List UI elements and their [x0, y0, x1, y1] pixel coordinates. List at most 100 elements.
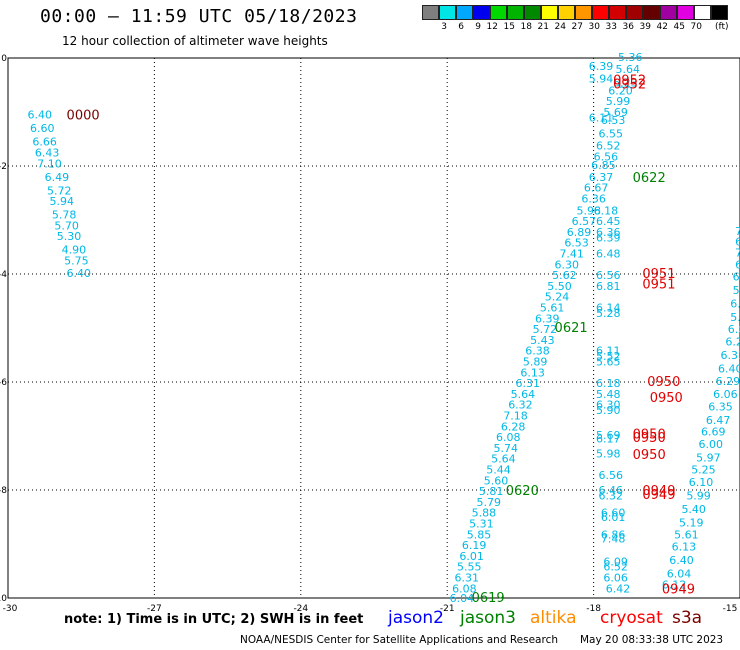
- legend-label: 36: [622, 22, 634, 32]
- wave-height-value: 6.08: [452, 582, 477, 595]
- satellite-jason3: jason3: [460, 608, 516, 628]
- wave-height-value: 6.20: [608, 84, 633, 97]
- wave-height-value: 5.79: [476, 496, 501, 509]
- wave-height-value: 6.57: [572, 215, 597, 228]
- wave-height-value: 5.31: [469, 517, 494, 530]
- legend-swatch: [456, 5, 473, 20]
- legend-swatch: [473, 5, 490, 20]
- wave-height-value: 5.69: [603, 106, 628, 119]
- color-legend: [422, 5, 728, 20]
- wave-height-value: 6.53: [601, 114, 626, 127]
- legend-label: 6: [458, 22, 464, 32]
- wave-height-value: 6.43: [35, 147, 60, 160]
- pass-time-label: 0950: [633, 448, 666, 463]
- wave-height-value: 6.56: [598, 469, 623, 482]
- wave-height-value: 7.41: [559, 247, 584, 260]
- wave-height-value: 6.28: [501, 420, 526, 433]
- wave-height-value: 6.11: [589, 111, 614, 124]
- wave-height-value: 6.38: [525, 345, 550, 358]
- wave-height-value: 6: [735, 236, 740, 249]
- legend-swatch: [490, 5, 507, 20]
- wave-height-value: 6.52: [603, 561, 628, 574]
- wave-height-value: 6.31: [720, 349, 740, 362]
- wave-height-value: 6.40: [67, 267, 92, 280]
- legend-label: 21: [537, 22, 549, 32]
- satellite-s3a: s3a: [672, 608, 703, 628]
- credit-text: NOAA/NESDIS Center for Satellite Applica…: [240, 634, 558, 646]
- legend-swatch: [660, 5, 677, 20]
- wave-height-value: 6.04: [667, 568, 692, 581]
- wave-height-value: 6.39: [596, 231, 621, 244]
- wave-height-value: 6.13: [520, 366, 545, 379]
- wave-height-value: 5.19: [679, 516, 704, 529]
- wave-height-value: 5.65: [596, 355, 621, 368]
- legend-swatch: [643, 5, 660, 20]
- wave-height-value: 6.63: [728, 323, 740, 336]
- wave-height-value: 5.43: [530, 334, 555, 347]
- y-tick-label: -6: [0, 378, 7, 388]
- wave-height-value: 6.36: [581, 192, 606, 205]
- wave-height-value: 6.13: [672, 541, 697, 554]
- plot-frame: [7, 57, 740, 599]
- wave-height-value: 5.72: [533, 323, 558, 336]
- wave-height-value: 6.86: [601, 528, 626, 541]
- wave-height-value: 5.60: [484, 474, 509, 487]
- satellite-altika: altika: [530, 608, 577, 628]
- legend-label: 18: [520, 22, 532, 32]
- generated-date: May 20 08:33:38 UTC 2023: [580, 634, 724, 646]
- wave-height-value: 6.60: [30, 122, 55, 135]
- pass-time-label: 0000: [67, 109, 100, 124]
- wave-height-value: 6.39: [535, 312, 560, 325]
- wave-height-value: 6.01: [459, 550, 484, 563]
- y-tick-label: -10: [0, 594, 7, 604]
- wave-height-value: 5.25: [691, 463, 716, 476]
- wave-height-value: 5.72: [730, 311, 740, 324]
- wave-height-value: 6.18: [596, 377, 621, 390]
- wave-height-value: 6.24: [725, 336, 740, 349]
- wave-height-value: 6.08: [496, 431, 521, 444]
- legend-swatch: [592, 5, 609, 20]
- legend-swatch: [677, 5, 694, 20]
- legend-swatch: [626, 5, 643, 20]
- y-tick-label: -2: [0, 162, 7, 172]
- pass-time-label: 0950: [633, 431, 666, 446]
- pass-time-label: 0949: [662, 582, 695, 597]
- legend-label: 30: [588, 22, 600, 32]
- wave-height-value: 6.14: [596, 301, 621, 314]
- wave-height-value: 5.62: [552, 269, 577, 282]
- legend-label: 33: [605, 22, 617, 32]
- wave-height-value: 5.44: [486, 463, 511, 476]
- wave-height-value: 5.28: [596, 307, 621, 320]
- wave-height-value: 6.40: [669, 554, 694, 567]
- wave-height-value: 6.46: [598, 484, 623, 497]
- wave-height-value: 6.36: [596, 226, 621, 239]
- pass-time-label: 0952: [613, 77, 646, 92]
- wave-height-value: 6.32: [598, 489, 623, 502]
- wave-height-value: 6.55: [598, 128, 623, 141]
- wave-height-value: 7: [735, 225, 740, 238]
- wave-height-value: 5.69: [596, 429, 621, 442]
- wave-height-value: 5.88: [472, 507, 497, 520]
- legend-label: 24: [554, 22, 566, 32]
- wave-height-value: 6.32: [508, 399, 533, 412]
- wave-height-value: 5.85: [467, 528, 492, 541]
- y-tick-label: -4: [0, 270, 7, 280]
- wave-height-value: 5.55: [457, 561, 482, 574]
- pass-time-label: 0949: [642, 488, 675, 503]
- wave-height-value: 5.78: [52, 209, 77, 222]
- wave-height-value: 6.04: [450, 592, 475, 605]
- wave-height-value: 6.17: [596, 433, 621, 446]
- wave-height-value: 5.94: [589, 73, 614, 86]
- wave-height-value: 6.85: [591, 159, 616, 172]
- legend-label: 27: [571, 22, 583, 32]
- wave-height-value: 5.30: [57, 230, 82, 243]
- wave-height-value: 5.40: [681, 503, 706, 516]
- satellite-cryosat: cryosat: [600, 608, 663, 628]
- pass-time-label: 0950: [647, 375, 680, 390]
- legend-swatch: [541, 5, 558, 20]
- wave-height-value: 7.10: [37, 157, 62, 170]
- wave-height-value: 6.45: [596, 215, 621, 228]
- wave-height-value: 5.52: [596, 350, 621, 363]
- x-tick-label: -18: [586, 604, 601, 614]
